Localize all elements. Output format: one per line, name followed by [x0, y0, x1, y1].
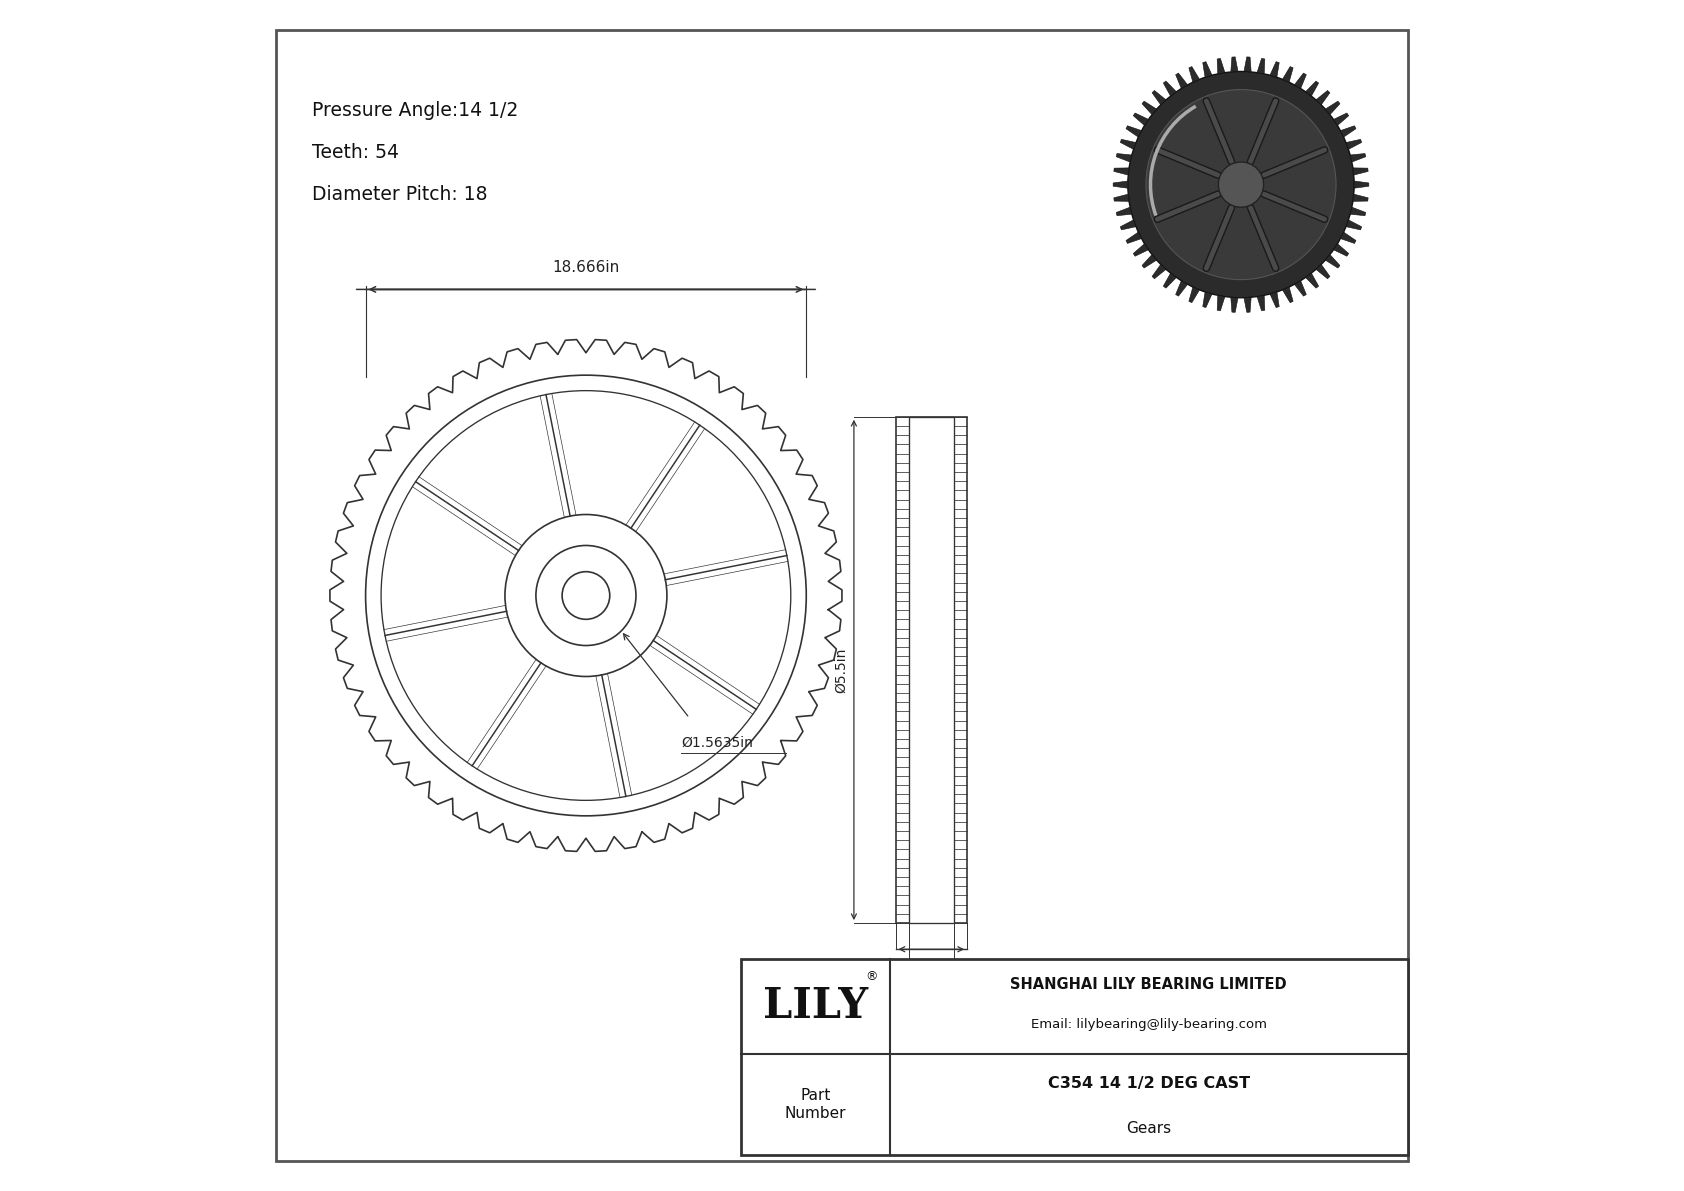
Text: 3in: 3in	[921, 994, 941, 1009]
Polygon shape	[1116, 207, 1132, 216]
Bar	[741, 959, 1408, 1155]
Polygon shape	[1295, 281, 1307, 297]
Polygon shape	[1133, 113, 1148, 125]
Polygon shape	[1127, 232, 1142, 243]
Text: Teeth: 54: Teeth: 54	[312, 143, 399, 162]
Polygon shape	[1346, 220, 1362, 230]
Polygon shape	[1256, 295, 1265, 311]
Text: Gears: Gears	[1127, 1121, 1172, 1136]
Polygon shape	[1346, 139, 1362, 149]
Polygon shape	[1113, 194, 1128, 201]
Text: C354 14 1/2 DEG CAST: C354 14 1/2 DEG CAST	[1047, 1075, 1250, 1091]
Polygon shape	[1189, 67, 1199, 82]
Polygon shape	[1315, 264, 1330, 279]
Polygon shape	[1120, 220, 1137, 230]
Polygon shape	[1325, 255, 1340, 268]
Polygon shape	[1152, 264, 1165, 279]
Polygon shape	[1244, 57, 1251, 71]
Polygon shape	[1334, 244, 1349, 256]
Text: Part
Number: Part Number	[785, 1089, 845, 1121]
Text: 18.666in: 18.666in	[552, 260, 620, 275]
Polygon shape	[1231, 57, 1238, 71]
Polygon shape	[1283, 287, 1293, 303]
Text: SHANGHAI LILY BEARING LIMITED: SHANGHAI LILY BEARING LIMITED	[1010, 978, 1287, 992]
Polygon shape	[1354, 181, 1369, 188]
Polygon shape	[1315, 91, 1330, 105]
Polygon shape	[1270, 62, 1280, 77]
Polygon shape	[1142, 255, 1157, 268]
Polygon shape	[1202, 292, 1212, 307]
Polygon shape	[1351, 207, 1366, 216]
Circle shape	[1145, 89, 1335, 280]
Text: Email: lilybearing@lily-bearing.com: Email: lilybearing@lily-bearing.com	[1031, 1018, 1266, 1030]
Polygon shape	[1113, 181, 1128, 188]
Text: Ø5.5in: Ø5.5in	[834, 647, 849, 693]
Polygon shape	[1113, 168, 1128, 175]
Polygon shape	[1189, 287, 1199, 303]
Bar	[896, 417, 967, 923]
Polygon shape	[1283, 67, 1293, 82]
Text: ®: ®	[866, 971, 877, 983]
Text: 4.75in: 4.75in	[909, 961, 953, 975]
Polygon shape	[1340, 126, 1356, 137]
Circle shape	[1128, 71, 1354, 298]
Polygon shape	[1295, 73, 1307, 88]
Polygon shape	[1152, 91, 1165, 105]
Polygon shape	[1352, 168, 1367, 175]
Polygon shape	[1305, 81, 1319, 96]
Polygon shape	[1270, 292, 1280, 307]
Polygon shape	[1133, 244, 1148, 256]
Polygon shape	[1164, 81, 1177, 96]
Polygon shape	[1142, 101, 1157, 114]
Polygon shape	[1305, 273, 1319, 288]
Polygon shape	[1218, 58, 1224, 74]
Circle shape	[1218, 162, 1263, 207]
Polygon shape	[1231, 298, 1238, 312]
Polygon shape	[1120, 139, 1137, 149]
Polygon shape	[1116, 154, 1132, 162]
Polygon shape	[1127, 126, 1142, 137]
Bar	[909, 417, 953, 923]
Polygon shape	[1334, 113, 1349, 125]
Text: Diameter Pitch: 18: Diameter Pitch: 18	[312, 185, 487, 204]
Polygon shape	[1351, 154, 1366, 162]
Polygon shape	[1352, 194, 1367, 201]
Polygon shape	[1340, 232, 1356, 243]
Polygon shape	[1244, 298, 1251, 312]
Polygon shape	[1325, 101, 1340, 114]
Polygon shape	[1164, 273, 1177, 288]
Polygon shape	[1256, 58, 1265, 74]
Polygon shape	[1218, 295, 1224, 311]
Text: Pressure Angle:14 1/2: Pressure Angle:14 1/2	[312, 101, 519, 120]
Polygon shape	[1202, 62, 1212, 77]
Polygon shape	[1175, 281, 1187, 297]
Polygon shape	[1175, 73, 1187, 88]
Text: Ø1.5635in: Ø1.5635in	[682, 736, 753, 750]
Text: LILY: LILY	[763, 985, 867, 1028]
